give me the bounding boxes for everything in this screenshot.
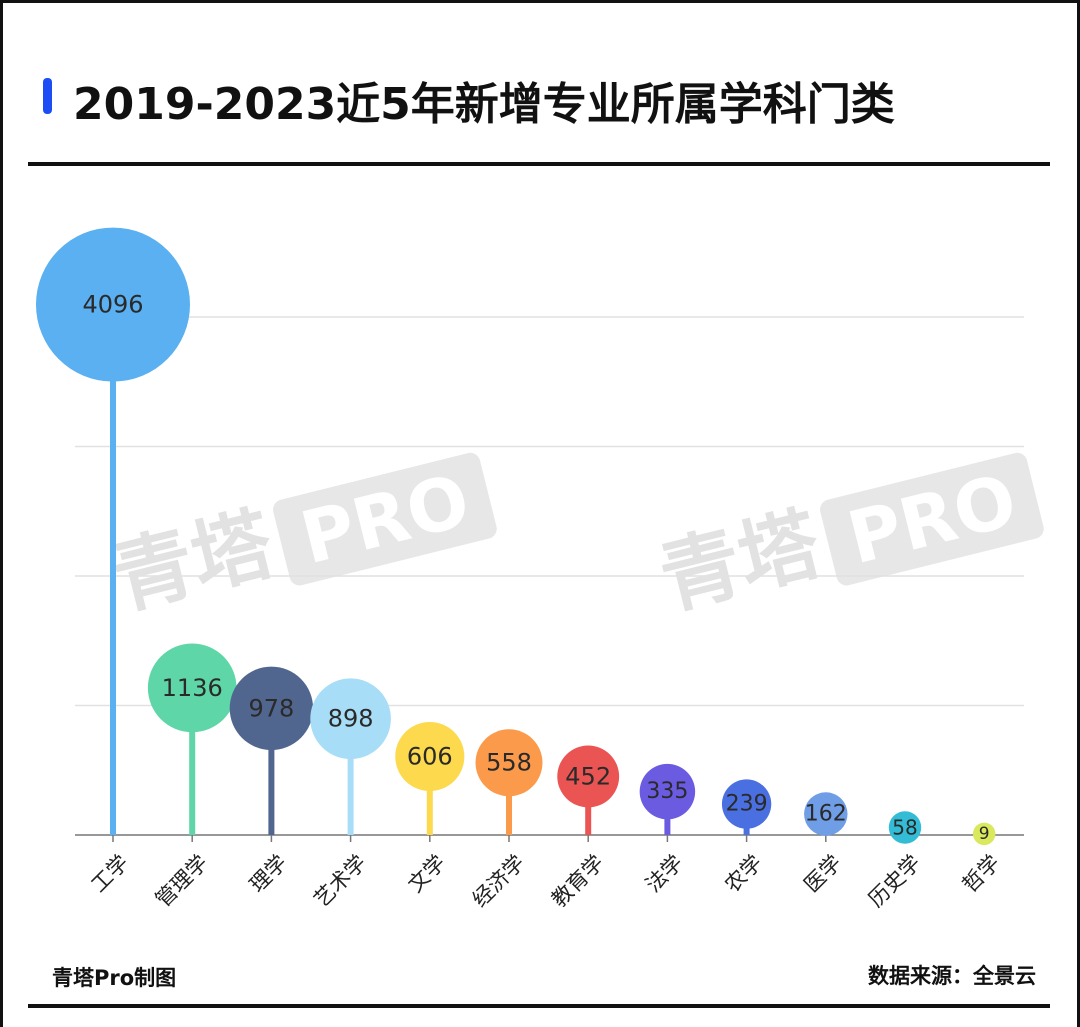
- lollipop-bubble: [639, 763, 696, 820]
- data-label: 239: [726, 792, 768, 817]
- top-rule: [28, 162, 1050, 166]
- footer-source: 数据来源：全景云: [868, 964, 1036, 988]
- x-tick-label: 文学: [403, 850, 450, 897]
- data-label: 335: [646, 779, 688, 804]
- lollipop-bubble: [475, 729, 543, 797]
- x-tick-label: 经济学: [468, 850, 530, 912]
- data-label: 9: [979, 824, 990, 844]
- lollipop-bubble: [229, 666, 314, 751]
- lollipop-bubble: [395, 721, 465, 792]
- data-label: 558: [486, 749, 532, 777]
- data-label: 452: [565, 762, 611, 790]
- x-tick-label: 医学: [799, 850, 846, 897]
- x-tick-label: 农学: [720, 850, 767, 897]
- data-label: 978: [248, 694, 294, 722]
- lollipop-bubble: [721, 779, 772, 829]
- data-label: 606: [407, 743, 453, 771]
- lollipop-bubble: [804, 792, 848, 836]
- data-label: 898: [328, 705, 374, 733]
- x-tick-label: 教育学: [547, 850, 609, 912]
- x-tick-label: 艺术学: [309, 850, 371, 912]
- x-tick-label: 哲学: [958, 850, 1005, 897]
- lollipop-bubble: [310, 678, 391, 760]
- data-label: 1136: [162, 674, 223, 702]
- x-tick-label: 历史学: [864, 850, 926, 912]
- lollipop-bubble: [147, 643, 237, 733]
- data-label: 162: [805, 802, 847, 827]
- lollipop-bubble: [972, 822, 996, 846]
- lollipop-bubble: [888, 811, 922, 844]
- title-accent-bar: [43, 78, 52, 114]
- lollipop-bubble: [557, 745, 620, 808]
- chart-title: 2019-2023近5年新增专业所属学科门类: [73, 79, 895, 130]
- bottom-rule: [28, 1004, 1050, 1008]
- data-label: 58: [892, 815, 917, 839]
- x-tick-label: 理学: [245, 850, 292, 897]
- footer-credit: 青塔Pro制图: [52, 966, 177, 990]
- data-label: 4096: [82, 291, 143, 319]
- x-tick-label: 工学: [87, 850, 134, 897]
- x-tick-label: 法学: [641, 850, 688, 897]
- lollipop-bubble: [36, 227, 190, 382]
- x-tick-label: 管理学: [151, 850, 213, 912]
